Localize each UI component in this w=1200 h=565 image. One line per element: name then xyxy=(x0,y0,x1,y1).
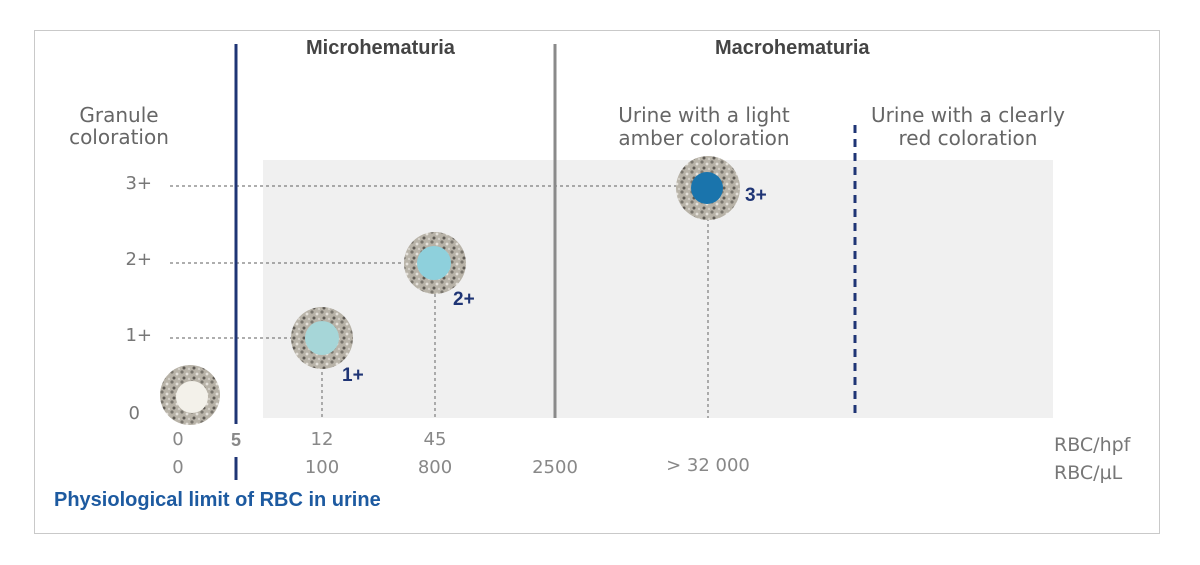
y-tick-1plus: 1+ xyxy=(125,325,152,346)
label-clearly-red-line1: Urine with a clearly xyxy=(871,103,1065,127)
unit-ul: RBC/µL xyxy=(1054,462,1123,484)
label-light-amber-line2: amber coloration xyxy=(618,126,790,150)
y-tick-2plus: 2+ xyxy=(125,249,152,270)
x-hpf-0: 0 xyxy=(172,429,184,450)
granule-1plus xyxy=(291,307,353,369)
y-tick-0: 0 xyxy=(128,403,140,424)
diagram-frame xyxy=(34,30,1160,534)
label-clearly-red-line2: red coloration xyxy=(898,126,1038,150)
x-ul-2500: 2500 xyxy=(532,457,578,478)
header-macrohematuria: Macrohematuria xyxy=(715,37,870,59)
granule-3plus xyxy=(676,156,740,220)
x-ul-0: 0 xyxy=(172,457,184,478)
grade-label-1plus: 1+ xyxy=(342,365,364,386)
label-light-amber-line1: Urine with a light xyxy=(618,103,790,127)
x-hpf-45: 45 xyxy=(423,429,447,450)
label-light-amber: Urine with a light amber coloration xyxy=(598,104,810,150)
grade-label-3plus: 3+ xyxy=(745,185,767,206)
physiological-limit-label: Physiological limit of RBC in urine xyxy=(54,489,381,511)
x-hpf-12: 12 xyxy=(310,429,334,450)
x-ul-800: 800 xyxy=(417,457,453,478)
grade-label-2plus: 2+ xyxy=(453,289,475,310)
shaded-region xyxy=(263,160,1053,418)
x-ul-100: 100 xyxy=(304,457,340,478)
y-axis-title: Granule coloration xyxy=(54,104,184,148)
header-microhematuria: Microhematuria xyxy=(306,37,455,59)
unit-hpf: RBC/hpf xyxy=(1054,434,1131,456)
granule-0 xyxy=(160,365,220,425)
y-axis-title-line1: Granule xyxy=(79,103,159,127)
y-tick-3plus: 3+ xyxy=(125,173,152,194)
y-axis-title-line2: coloration xyxy=(69,125,169,149)
x-hpf-5: 5 xyxy=(230,430,241,450)
x-ul-32000: > 32 000 xyxy=(666,455,750,476)
granule-2plus xyxy=(404,232,466,294)
label-clearly-red: Urine with a clearly red coloration xyxy=(858,104,1078,150)
